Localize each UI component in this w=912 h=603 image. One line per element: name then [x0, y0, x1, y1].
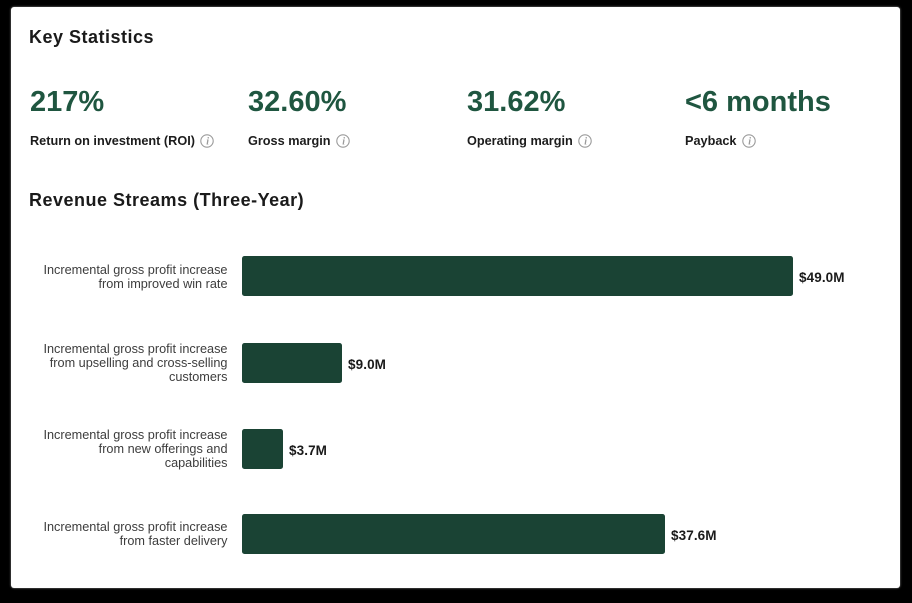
svg-text:i: i [584, 137, 587, 148]
svg-text:i: i [206, 137, 209, 148]
svg-text:i: i [342, 137, 345, 148]
svg-text:i: i [748, 137, 751, 148]
